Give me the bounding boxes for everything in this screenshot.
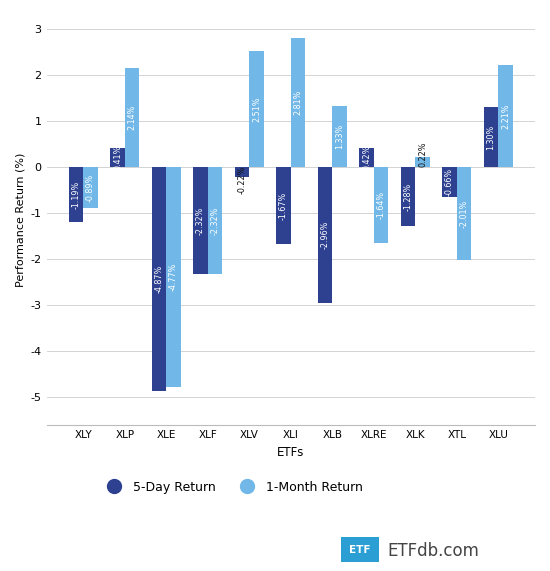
Bar xyxy=(374,167,388,243)
Bar xyxy=(249,51,264,167)
Text: -1.28%: -1.28% xyxy=(404,183,412,211)
Text: -1.64%: -1.64% xyxy=(377,191,386,219)
Text: -2.01%: -2.01% xyxy=(460,199,469,227)
Text: -2.32%: -2.32% xyxy=(196,206,205,235)
Text: -2.96%: -2.96% xyxy=(321,221,329,250)
Bar xyxy=(166,167,181,387)
Text: -0.22%: -0.22% xyxy=(238,166,246,194)
Bar xyxy=(208,167,222,274)
Text: 2.51%: 2.51% xyxy=(252,96,261,122)
Text: 1.33%: 1.33% xyxy=(335,124,344,149)
Text: 0.22%: 0.22% xyxy=(418,142,427,167)
Bar xyxy=(83,167,98,208)
Bar xyxy=(291,38,305,167)
Bar xyxy=(110,148,125,167)
Y-axis label: Performance Return (%): Performance Return (%) xyxy=(15,153,25,287)
Text: 0.42%: 0.42% xyxy=(362,144,371,170)
Bar xyxy=(235,167,249,177)
Bar xyxy=(152,167,166,392)
Text: -1.67%: -1.67% xyxy=(279,191,288,220)
Bar xyxy=(332,106,347,167)
Bar xyxy=(125,69,139,167)
Bar xyxy=(456,167,471,260)
Bar xyxy=(498,65,513,167)
Text: ETF: ETF xyxy=(349,545,371,554)
X-axis label: ETFs: ETFs xyxy=(277,445,305,459)
Bar xyxy=(484,107,498,167)
Bar xyxy=(359,148,374,167)
Text: 0.41%: 0.41% xyxy=(113,145,122,170)
Text: -4.87%: -4.87% xyxy=(155,265,163,293)
Text: -2.32%: -2.32% xyxy=(211,206,219,235)
Text: 2.14%: 2.14% xyxy=(128,105,136,130)
Text: -0.89%: -0.89% xyxy=(86,174,95,202)
Text: -0.66%: -0.66% xyxy=(445,168,454,196)
Bar xyxy=(69,167,83,222)
Text: ETFdb.com: ETFdb.com xyxy=(388,542,480,560)
Text: 2.81%: 2.81% xyxy=(294,90,302,115)
Bar xyxy=(442,167,456,198)
Bar xyxy=(193,167,208,274)
Bar xyxy=(415,157,430,167)
Bar xyxy=(276,167,291,244)
Bar xyxy=(401,167,415,226)
Text: 2.21%: 2.21% xyxy=(501,103,510,129)
FancyBboxPatch shape xyxy=(339,536,381,564)
Legend: 5-Day Return, 1-Month Return: 5-Day Return, 1-Month Return xyxy=(97,476,367,499)
Text: -1.19%: -1.19% xyxy=(72,180,80,208)
Text: -4.77%: -4.77% xyxy=(169,263,178,291)
Bar xyxy=(318,167,332,303)
Text: 1.30%: 1.30% xyxy=(487,124,496,150)
